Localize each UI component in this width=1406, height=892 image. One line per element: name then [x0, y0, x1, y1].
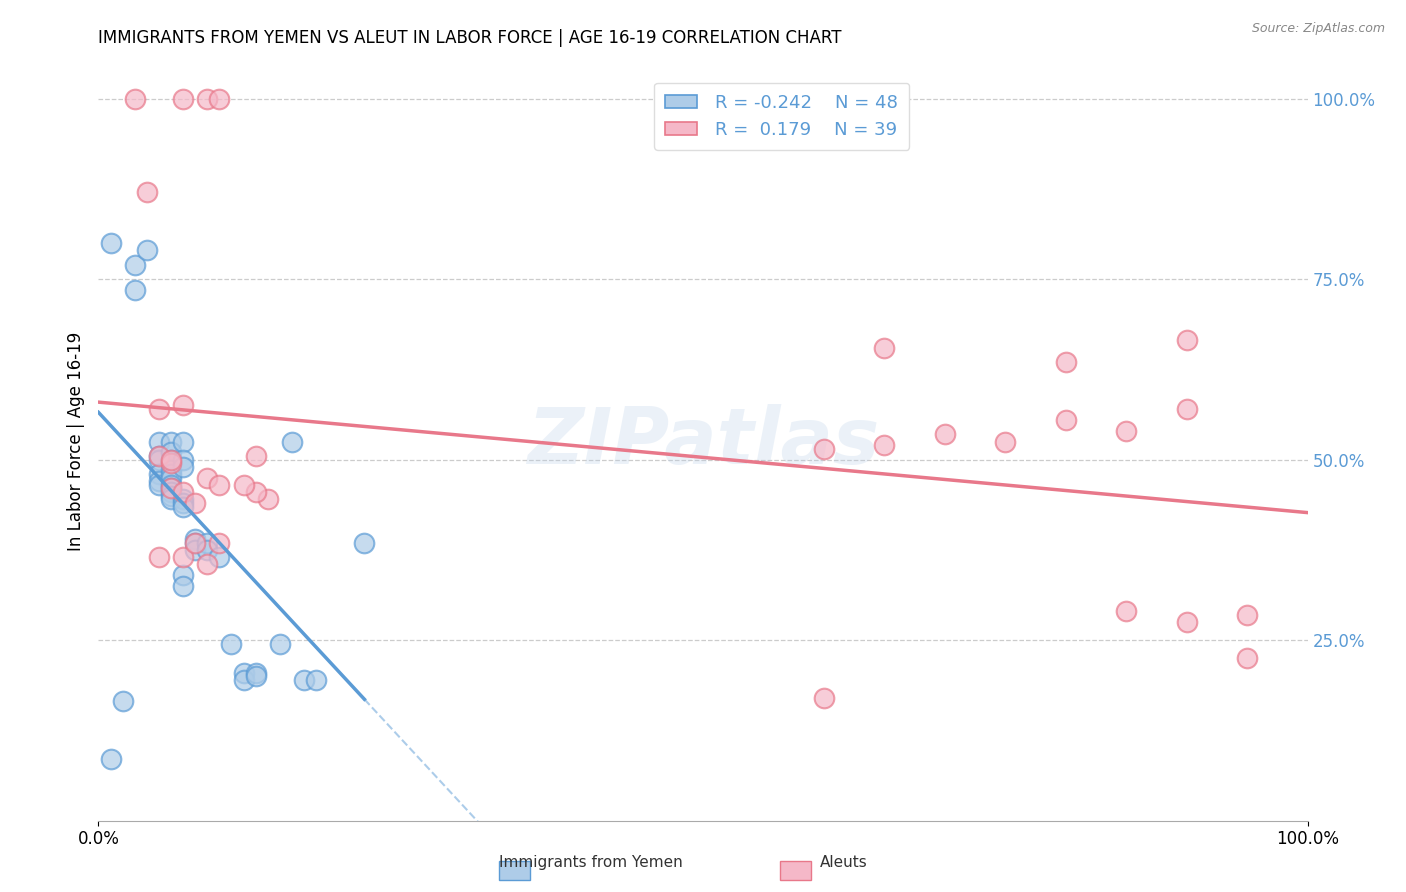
Point [232, 478, 254, 492]
Point [148, 475, 170, 489]
Point [1236, 651, 1258, 665]
Point [148, 467, 170, 481]
Point [873, 341, 896, 355]
Point [172, 579, 194, 593]
Point [281, 434, 304, 449]
Point [172, 452, 194, 467]
Point [232, 673, 254, 687]
Point [160, 434, 183, 449]
Point [184, 542, 207, 557]
Point [135, 186, 157, 200]
Point [208, 535, 231, 549]
Point [124, 91, 146, 105]
Point [292, 673, 315, 687]
Point [195, 542, 218, 557]
Point [172, 496, 194, 510]
Point [124, 258, 146, 272]
Point [221, 637, 243, 651]
Point [1175, 615, 1198, 629]
Legend: R = -0.242    N = 48, R =  0.179    N = 39: R = -0.242 N = 48, R = 0.179 N = 39 [654, 83, 910, 150]
Point [160, 463, 183, 477]
Point [208, 550, 231, 565]
Point [148, 449, 170, 463]
Point [1115, 604, 1137, 618]
Point [208, 91, 231, 105]
Point [148, 449, 170, 463]
Y-axis label: In Labor Force | Age 16-19: In Labor Force | Age 16-19 [66, 332, 84, 551]
Point [172, 550, 194, 565]
Point [160, 452, 183, 467]
Point [160, 489, 183, 503]
Point [994, 434, 1017, 449]
Point [256, 492, 278, 507]
Point [813, 442, 835, 456]
Point [160, 482, 183, 496]
Point [148, 478, 170, 492]
Point [148, 452, 170, 467]
Point [160, 482, 183, 496]
Point [1236, 607, 1258, 622]
Point [172, 485, 194, 500]
Point [1175, 334, 1198, 348]
Point [160, 478, 183, 492]
Point [184, 535, 207, 549]
Point [135, 243, 157, 257]
Point [160, 492, 183, 507]
Point [269, 637, 291, 651]
Point [232, 665, 254, 680]
Text: IMMIGRANTS FROM YEMEN VS ALEUT IN LABOR FORCE | AGE 16-19 CORRELATION CHART: IMMIGRANTS FROM YEMEN VS ALEUT IN LABOR … [98, 29, 842, 47]
Text: ZIPatlas: ZIPatlas [527, 403, 879, 480]
Point [1054, 413, 1077, 427]
Point [172, 91, 194, 105]
Point [305, 673, 328, 687]
FancyBboxPatch shape [499, 861, 530, 880]
Point [160, 467, 183, 481]
Point [245, 485, 267, 500]
FancyBboxPatch shape [780, 861, 811, 880]
Point [353, 535, 375, 549]
Point [172, 459, 194, 474]
Point [160, 470, 183, 484]
Point [934, 427, 956, 442]
Point [148, 402, 170, 417]
Point [195, 558, 218, 572]
Point [160, 456, 183, 470]
Point [100, 235, 122, 250]
Point [172, 492, 194, 507]
Point [184, 496, 207, 510]
Point [245, 449, 267, 463]
Point [245, 665, 267, 680]
Text: Aleuts: Aleuts [820, 855, 868, 870]
Point [148, 434, 170, 449]
Text: Source: ZipAtlas.com: Source: ZipAtlas.com [1251, 22, 1385, 36]
Point [160, 452, 183, 467]
Text: Immigrants from Yemen: Immigrants from Yemen [499, 855, 682, 870]
Point [172, 399, 194, 413]
Point [1054, 355, 1077, 369]
Point [1175, 402, 1198, 417]
Point [195, 470, 218, 484]
Point [873, 438, 896, 452]
Point [100, 752, 122, 766]
Point [245, 669, 267, 683]
Point [172, 434, 194, 449]
Point [160, 445, 183, 459]
Point [160, 485, 183, 500]
Point [111, 694, 134, 708]
Point [195, 535, 218, 549]
Point [172, 568, 194, 582]
Point [172, 500, 194, 514]
Point [813, 690, 835, 705]
Point [124, 283, 146, 297]
Point [184, 532, 207, 546]
Point [1115, 424, 1137, 438]
Point [195, 91, 218, 105]
Point [148, 550, 170, 565]
Point [208, 478, 231, 492]
Point [184, 535, 207, 549]
Point [160, 456, 183, 470]
